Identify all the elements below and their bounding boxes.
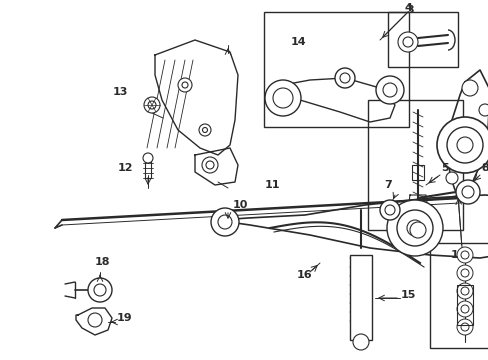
Circle shape xyxy=(143,97,160,113)
Polygon shape xyxy=(447,70,488,195)
Polygon shape xyxy=(195,148,238,185)
Text: 3: 3 xyxy=(406,5,413,15)
Circle shape xyxy=(379,200,399,220)
Circle shape xyxy=(446,127,482,163)
Circle shape xyxy=(386,200,442,256)
Circle shape xyxy=(460,323,468,331)
Circle shape xyxy=(460,287,468,295)
Circle shape xyxy=(339,73,349,83)
Circle shape xyxy=(88,313,102,327)
Bar xyxy=(367,100,462,230)
Text: 12: 12 xyxy=(117,163,132,173)
Circle shape xyxy=(406,220,422,236)
Circle shape xyxy=(396,210,432,246)
Text: 8: 8 xyxy=(480,163,488,173)
Circle shape xyxy=(199,124,210,136)
Circle shape xyxy=(455,180,479,204)
Text: 4: 4 xyxy=(403,3,411,13)
Circle shape xyxy=(142,153,153,163)
Circle shape xyxy=(460,269,468,277)
Circle shape xyxy=(397,32,417,52)
Text: 11: 11 xyxy=(264,180,279,190)
Polygon shape xyxy=(155,40,238,155)
Circle shape xyxy=(264,80,301,116)
Circle shape xyxy=(456,283,472,299)
Text: 13: 13 xyxy=(112,87,127,97)
Bar xyxy=(429,243,488,348)
Circle shape xyxy=(456,137,472,153)
Circle shape xyxy=(456,265,472,281)
Circle shape xyxy=(94,284,106,296)
Circle shape xyxy=(202,157,218,173)
Circle shape xyxy=(445,172,457,184)
Circle shape xyxy=(384,205,394,215)
Text: 18: 18 xyxy=(94,257,109,267)
Circle shape xyxy=(334,68,354,88)
Polygon shape xyxy=(215,195,488,258)
Circle shape xyxy=(436,117,488,173)
Circle shape xyxy=(210,208,239,236)
Circle shape xyxy=(148,101,156,109)
Text: 19: 19 xyxy=(117,313,133,323)
Bar xyxy=(456,285,472,325)
Circle shape xyxy=(409,222,425,238)
Circle shape xyxy=(456,247,472,263)
Text: 7: 7 xyxy=(384,180,391,190)
Circle shape xyxy=(461,80,477,96)
Circle shape xyxy=(182,82,187,88)
Circle shape xyxy=(218,215,231,229)
Circle shape xyxy=(461,186,473,198)
Text: 14: 14 xyxy=(289,37,305,47)
Text: 5: 5 xyxy=(440,163,448,173)
Text: 1: 1 xyxy=(450,250,458,260)
Circle shape xyxy=(352,334,368,350)
Bar xyxy=(349,255,371,340)
Text: 10: 10 xyxy=(232,200,247,210)
Circle shape xyxy=(88,278,112,302)
Bar xyxy=(411,165,423,180)
Polygon shape xyxy=(76,308,112,335)
Circle shape xyxy=(205,161,214,169)
Text: 15: 15 xyxy=(400,290,415,300)
Text: 16: 16 xyxy=(297,270,312,280)
Circle shape xyxy=(456,301,472,317)
Circle shape xyxy=(178,78,192,92)
Circle shape xyxy=(460,251,468,259)
Circle shape xyxy=(272,88,292,108)
Circle shape xyxy=(375,76,403,104)
Circle shape xyxy=(456,319,472,335)
Bar xyxy=(264,12,408,127)
Polygon shape xyxy=(283,78,394,122)
Circle shape xyxy=(202,127,207,132)
Circle shape xyxy=(460,305,468,313)
Circle shape xyxy=(402,37,412,47)
Circle shape xyxy=(382,83,396,97)
Circle shape xyxy=(478,104,488,116)
Bar xyxy=(387,12,457,67)
Polygon shape xyxy=(405,195,429,225)
